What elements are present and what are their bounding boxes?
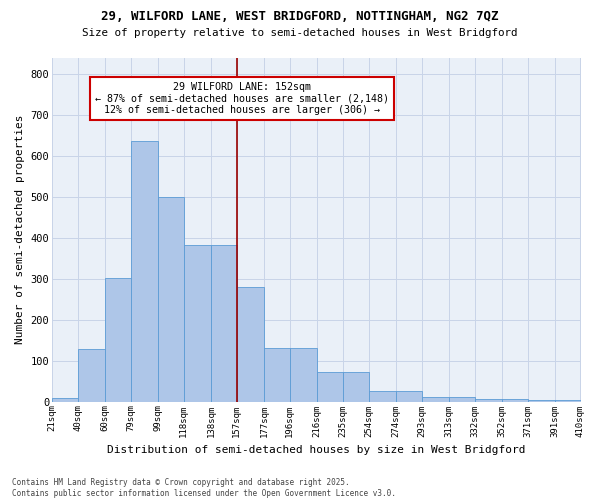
Bar bbox=[184, 244, 211, 402]
Bar bbox=[237, 287, 264, 402]
Bar bbox=[211, 244, 237, 402]
Bar bbox=[105, 278, 131, 402]
Bar bbox=[131, 141, 158, 402]
Text: Contains HM Land Registry data © Crown copyright and database right 2025.
Contai: Contains HM Land Registry data © Crown c… bbox=[12, 478, 396, 498]
Bar bbox=[264, 348, 290, 402]
Bar bbox=[475, 399, 502, 402]
Bar bbox=[368, 392, 396, 402]
Text: 29, WILFORD LANE, WEST BRIDGFORD, NOTTINGHAM, NG2 7QZ: 29, WILFORD LANE, WEST BRIDGFORD, NOTTIN… bbox=[101, 10, 499, 23]
Bar bbox=[317, 372, 343, 402]
Bar bbox=[290, 348, 317, 402]
Text: Size of property relative to semi-detached houses in West Bridgford: Size of property relative to semi-detach… bbox=[82, 28, 518, 38]
Bar bbox=[502, 399, 527, 402]
Bar bbox=[52, 398, 78, 402]
Bar bbox=[527, 400, 554, 402]
Bar bbox=[554, 400, 581, 402]
Bar bbox=[449, 396, 475, 402]
Bar bbox=[78, 349, 105, 402]
Text: 29 WILFORD LANE: 152sqm
← 87% of semi-detached houses are smaller (2,148)
12% of: 29 WILFORD LANE: 152sqm ← 87% of semi-de… bbox=[95, 82, 389, 115]
X-axis label: Distribution of semi-detached houses by size in West Bridgford: Distribution of semi-detached houses by … bbox=[107, 445, 526, 455]
Bar bbox=[343, 372, 368, 402]
Y-axis label: Number of semi-detached properties: Number of semi-detached properties bbox=[15, 115, 25, 344]
Bar bbox=[422, 396, 449, 402]
Bar bbox=[158, 197, 184, 402]
Bar bbox=[396, 392, 422, 402]
